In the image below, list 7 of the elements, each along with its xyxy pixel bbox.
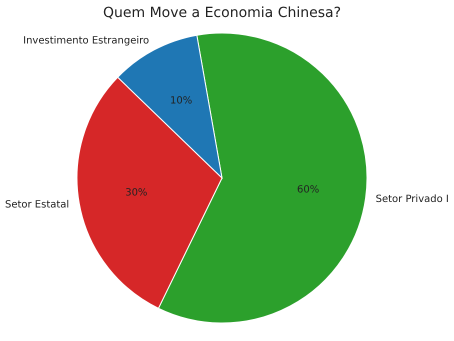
slice-label: Setor Estatal: [4, 199, 70, 210]
chart-title: Quem Move a Economia Chinesa?: [102, 5, 342, 21]
data-label: 10%: [170, 96, 192, 107]
data-label: 60%: [297, 184, 320, 196]
slice-label: Investimento Estrangeiro: [23, 36, 150, 47]
slice-label: Setor Privado I: [376, 194, 449, 206]
data-label: 30%: [125, 188, 148, 199]
